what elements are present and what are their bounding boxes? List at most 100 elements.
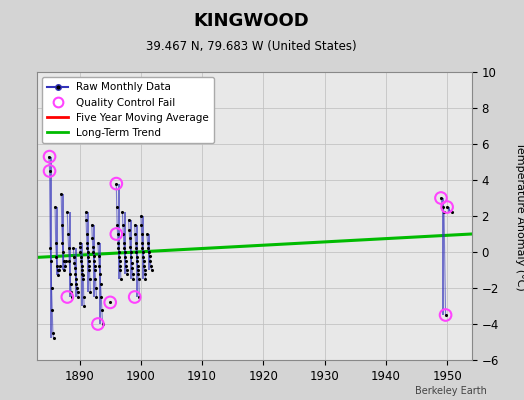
Point xyxy=(67,281,75,288)
Point xyxy=(441,312,450,318)
Point xyxy=(69,245,78,252)
Point xyxy=(55,267,63,273)
Point xyxy=(112,231,121,237)
Point xyxy=(58,222,66,228)
Point xyxy=(83,240,91,246)
Point xyxy=(61,263,69,270)
Point xyxy=(124,216,133,223)
Point xyxy=(139,258,148,264)
Point xyxy=(125,227,133,234)
Point xyxy=(59,249,68,255)
Point xyxy=(118,209,127,216)
Point xyxy=(135,276,143,282)
Point xyxy=(45,154,53,160)
Point xyxy=(133,258,141,264)
Point xyxy=(78,267,86,273)
Point xyxy=(147,263,155,270)
Point xyxy=(94,321,102,327)
Point xyxy=(84,254,92,261)
Point xyxy=(112,180,121,187)
Point xyxy=(125,234,134,241)
Point xyxy=(60,258,68,264)
Point xyxy=(141,270,149,277)
Point xyxy=(66,270,74,277)
Point xyxy=(134,270,143,277)
Point xyxy=(71,265,79,271)
Point xyxy=(54,272,62,278)
Point xyxy=(46,168,54,174)
Point xyxy=(70,260,79,266)
Point xyxy=(79,272,87,278)
Point xyxy=(90,263,99,270)
Point xyxy=(99,321,107,327)
Point xyxy=(135,294,144,300)
Point xyxy=(112,180,121,187)
Point xyxy=(122,258,130,264)
Point xyxy=(127,254,135,261)
Point xyxy=(443,204,451,210)
Point xyxy=(133,254,141,261)
Point xyxy=(65,258,73,264)
Point xyxy=(138,240,146,246)
Point xyxy=(144,245,152,252)
Point xyxy=(140,267,149,273)
Point xyxy=(70,254,78,261)
Point xyxy=(78,270,86,277)
Point xyxy=(85,276,94,282)
Point xyxy=(78,263,86,270)
Point xyxy=(447,209,456,216)
Point xyxy=(97,294,105,300)
Point xyxy=(146,258,155,264)
Point xyxy=(71,270,80,277)
Point xyxy=(443,204,451,210)
Point xyxy=(144,240,152,246)
Point xyxy=(141,276,149,282)
Point xyxy=(128,265,136,271)
Point xyxy=(46,168,54,174)
Point xyxy=(113,231,122,237)
Point xyxy=(120,245,128,252)
Point xyxy=(82,216,90,223)
Point xyxy=(63,209,71,216)
Point xyxy=(132,249,140,255)
Point xyxy=(134,267,142,273)
Point xyxy=(53,267,62,273)
Point xyxy=(51,240,60,246)
Point xyxy=(94,240,102,246)
Point xyxy=(119,240,128,246)
Point xyxy=(83,245,92,252)
Point xyxy=(106,299,114,306)
Point xyxy=(145,252,154,259)
Point xyxy=(63,294,71,300)
Point xyxy=(67,288,75,295)
Point xyxy=(94,252,103,259)
Point xyxy=(62,258,70,264)
Point xyxy=(92,285,100,291)
Point xyxy=(140,263,148,270)
Point xyxy=(84,249,92,255)
Point xyxy=(132,240,140,246)
Point xyxy=(121,249,129,255)
Point xyxy=(77,258,85,264)
Point xyxy=(96,270,104,277)
Point xyxy=(74,294,82,300)
Point xyxy=(147,267,156,273)
Point xyxy=(57,191,66,198)
Point xyxy=(123,267,131,273)
Text: 39.467 N, 79.683 W (United States): 39.467 N, 79.683 W (United States) xyxy=(146,40,357,53)
Point xyxy=(137,231,146,237)
Point xyxy=(96,281,105,288)
Point xyxy=(126,249,135,255)
Point xyxy=(119,231,127,237)
Text: KINGWOOD: KINGWOOD xyxy=(194,12,309,30)
Point xyxy=(113,204,121,210)
Point xyxy=(64,245,73,252)
Point xyxy=(131,231,139,237)
Point xyxy=(106,299,114,306)
Point xyxy=(72,281,81,288)
Point xyxy=(47,258,55,264)
Point xyxy=(90,258,99,264)
Point xyxy=(85,263,93,270)
Point xyxy=(138,245,147,252)
Point xyxy=(48,306,57,313)
